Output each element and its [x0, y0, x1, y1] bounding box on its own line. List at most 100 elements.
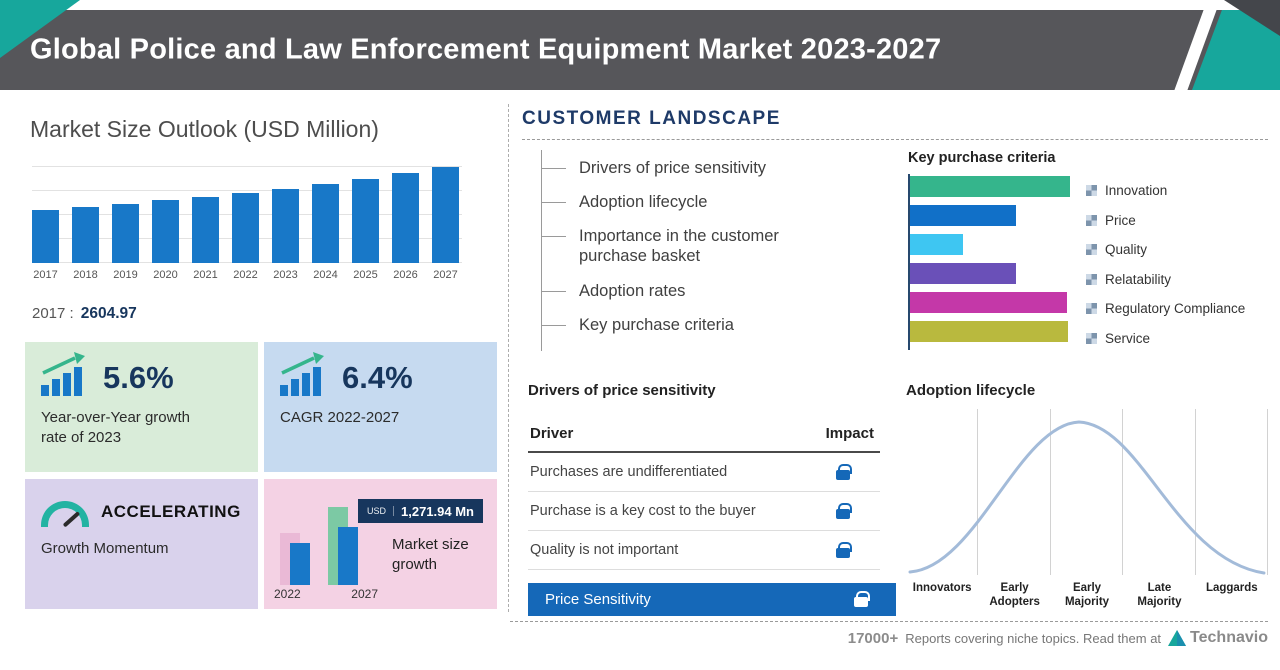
base-year-value: 2604.97	[80, 305, 137, 322]
kpc-bar-quality	[910, 234, 963, 255]
bar-column: 2020	[152, 200, 179, 282]
bar-column: 2018	[72, 207, 99, 282]
year-label: 2023	[273, 269, 298, 281]
market-size-bar	[272, 189, 299, 263]
driver-cell: Purchases are undifferentiated	[530, 464, 728, 480]
market-size-bar	[432, 167, 459, 263]
year-label: 2026	[393, 269, 418, 281]
landscape-list-item: Adoption lifecycle	[542, 192, 842, 212]
mini-bar-2027	[338, 527, 358, 585]
driver-cell: Quality is not important	[530, 542, 679, 558]
growth-year-start: 2022	[274, 587, 301, 601]
customer-landscape-title: CUSTOMER LANDSCAPE	[522, 108, 781, 129]
kpc-legend: Innovation Price Quality Relatability Re…	[1086, 176, 1245, 353]
year-label: 2019	[113, 269, 138, 281]
technavio-mark-icon	[1168, 630, 1187, 646]
landscape-list-item: Adoption rates	[542, 281, 842, 301]
kpc-bar-innovation	[910, 176, 1070, 197]
legend-item: Innovation	[1086, 176, 1245, 206]
landscape-item-label: Adoption lifecycle	[579, 193, 708, 212]
technavio-logo[interactable]: Technavio	[1168, 629, 1268, 647]
legend-item: Quality	[1086, 235, 1245, 265]
stage-label: Late Majority	[1137, 582, 1182, 609]
market-size-bar	[72, 207, 99, 263]
legend-item: Regulatory Compliance	[1086, 294, 1245, 324]
growth-bars-arrow-icon	[41, 352, 91, 396]
adoption-lifecycle-title: Adoption lifecycle	[906, 382, 1036, 399]
badge-value: 1,271.94 Mn	[401, 503, 474, 519]
table-row: Purchase is a key cost to the buyer	[528, 492, 880, 531]
stage-label: Laggards	[1205, 582, 1258, 594]
bar-column: 2024	[312, 184, 339, 282]
market-size-bar	[32, 210, 59, 263]
adoption-stage-labels: Innovators Early Adopters Early Majority La…	[906, 581, 1268, 610]
table-row: Quality is not important	[528, 531, 880, 570]
adoption-lifecycle-chart	[906, 409, 1269, 575]
footer-divider	[510, 621, 1268, 622]
market-size-bar	[192, 197, 219, 263]
year-label: 2018	[73, 269, 98, 281]
market-size-title: Market Size Outlook (USD Million)	[30, 116, 379, 142]
lock-icon	[836, 463, 852, 480]
legend-label: Quality	[1105, 242, 1148, 258]
bar-column: 2026	[392, 173, 419, 282]
market-size-bar	[392, 173, 419, 263]
stage-label: Early Adopters	[989, 582, 1040, 609]
cagr-card-row: 6.4%	[280, 352, 481, 396]
legend-label: Regulatory Compliance	[1105, 301, 1246, 317]
landscape-item-label: Adoption rates	[579, 281, 686, 300]
technavio-wordmark: Technavio	[1190, 629, 1268, 646]
cagr-value: 6.4%	[342, 360, 413, 395]
lock-icon	[836, 502, 852, 519]
market-size-base-note: 2017 : 2604.97	[32, 305, 137, 323]
landscape-item-label: Drivers of price sensitivity	[579, 159, 767, 177]
momentum-value: ACCELERATING	[101, 502, 241, 521]
year-label: 2020	[153, 269, 178, 281]
landscape-item-label: Key purchase criteria	[579, 315, 734, 334]
bar-column: 2027	[432, 167, 459, 282]
landscape-list-item: Importance in the customer purchase bask…	[542, 226, 842, 266]
legend-marker-icon	[1086, 332, 1097, 344]
market-size-bar	[152, 200, 179, 263]
stage-divider	[1196, 409, 1269, 575]
price-sensitivity-highlight: Price Sensitivity	[528, 583, 896, 616]
price-sensitivity-block: Drivers of price sensitivity Driver Impa…	[528, 382, 896, 616]
year-label: 2025	[353, 269, 378, 281]
cagr-card: 6.4% CAGR 2022-2027	[264, 342, 497, 472]
impact-column-header: Impact	[825, 425, 874, 442]
kpc-bar-service	[910, 321, 1068, 342]
market-growth-card: 2022 2027 USD 1,271.94 Mn Market size gr…	[264, 479, 497, 609]
market-size-bar	[352, 179, 379, 263]
yoy-growth-label: Year-over-Year growth rate of 2023	[41, 409, 190, 446]
year-label: 2022	[233, 269, 258, 281]
driver-cell: Purchase is a key cost to the buyer	[530, 503, 756, 519]
kpc-bar-relatability	[910, 263, 1016, 284]
bell-curve-icon	[908, 420, 1266, 575]
bar-column: 2019	[112, 204, 139, 282]
bar-column: 2025	[352, 179, 379, 282]
market-size-bar	[312, 184, 339, 263]
growth-value-badge: USD 1,271.94 Mn	[357, 499, 483, 523]
yoy-growth-value: 5.6%	[103, 360, 174, 395]
growth-year-end: 2027	[351, 587, 378, 601]
footer: 17000+ Reports covering niche topics. Re…	[848, 629, 1268, 647]
table-header: Driver Impact	[528, 425, 880, 453]
legend-label: Price	[1105, 212, 1136, 228]
legend-label: Relatability	[1105, 271, 1172, 287]
lock-icon	[836, 541, 852, 558]
price-sensitivity-table: Purchases are undifferentiated Purchase …	[528, 453, 880, 570]
highlight-label: Price Sensitivity	[545, 591, 651, 608]
stage-divider	[1051, 409, 1124, 575]
driver-column-header: Driver	[530, 425, 574, 442]
title-underline	[522, 139, 1268, 140]
legend-item: Price	[1086, 206, 1245, 236]
year-label: 2024	[313, 269, 338, 281]
legend-label: Innovation	[1105, 183, 1168, 199]
cagr-label: CAGR 2022-2027	[280, 409, 400, 426]
base-year-label: 2017 :	[32, 305, 74, 322]
legend-marker-icon	[1086, 273, 1097, 285]
table-row: Purchases are undifferentiated	[528, 453, 880, 492]
landscape-list-item: Key purchase criteria	[542, 315, 842, 335]
legend-marker-icon	[1086, 244, 1097, 256]
